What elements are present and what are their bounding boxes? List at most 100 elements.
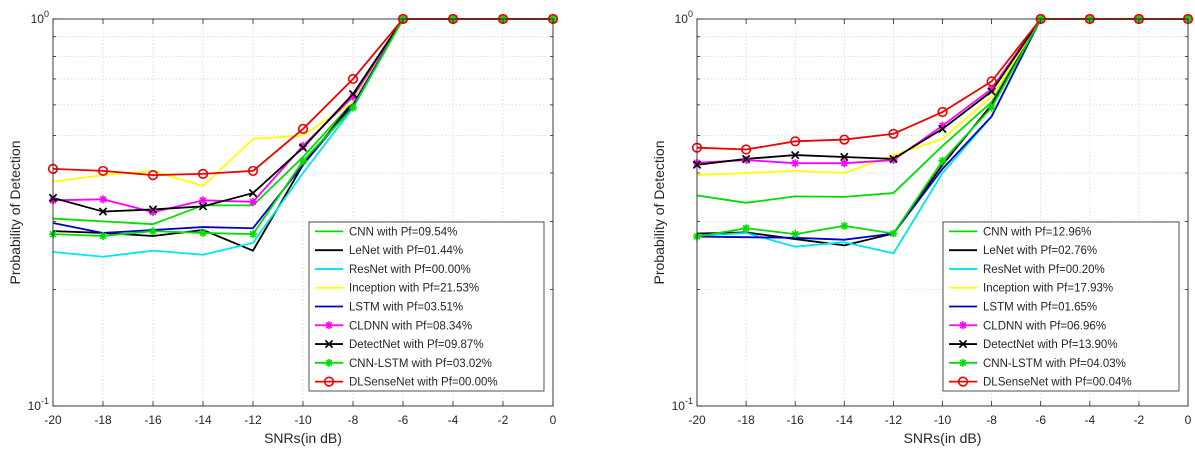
data-point-8-2 <box>790 136 801 147</box>
legend-entry-3: Inception with Pf=17.93% <box>983 283 1113 295</box>
data-point-5-6 <box>349 92 357 101</box>
legend-entry-4: LSTM with Pf=01.65% <box>983 302 1097 314</box>
data-point-8-1 <box>741 144 752 155</box>
legend-box <box>942 221 1180 392</box>
legend-entry-6: DetectNet with Pf=13.90% <box>983 339 1118 351</box>
legend-entry-2: ResNet with Pf=00.20% <box>983 264 1105 276</box>
data-point-6-1 <box>741 154 751 164</box>
data-point-6-6 <box>987 87 996 96</box>
y-axis-label: Probability of Detection <box>7 141 23 285</box>
data-point-8-4 <box>888 128 899 139</box>
data-point-7-1 <box>742 224 751 233</box>
data-point-7-5 <box>938 156 947 165</box>
x-tick-label: -8 <box>986 413 997 427</box>
legend-entry-2: ResNet with Pf=00.00% <box>349 264 471 276</box>
x-tick-label: 0 <box>550 413 557 427</box>
x-axis-label: SNRs(in dB) <box>904 430 982 446</box>
data-point-6-4 <box>889 154 898 164</box>
x-tick-label: -10 <box>934 413 952 427</box>
legend-entry-0: CNN with Pf=09.54% <box>349 226 457 238</box>
y-tick-label: 10-1 <box>672 396 693 413</box>
y-tick-label: 100 <box>675 9 693 26</box>
data-point-5-6 <box>987 84 996 93</box>
data-point-8-6 <box>986 76 997 87</box>
x-tick-label: -10 <box>294 413 312 427</box>
data-point-5-5 <box>299 141 307 150</box>
legend-marker-6 <box>958 339 968 349</box>
data-point-8-1 <box>97 165 109 177</box>
legend-marker-7 <box>959 358 967 367</box>
x-tick-label: -2 <box>1134 413 1145 427</box>
data-point-7-4 <box>249 230 257 239</box>
x-tick-label: -2 <box>498 413 509 427</box>
x-tick-label: -6 <box>398 413 409 427</box>
data-point-6-3 <box>198 202 208 211</box>
legend-entry-5: CLDNN with Pf=06.96% <box>983 320 1106 332</box>
legend-entry-1: LeNet with Pf=02.76% <box>983 245 1097 257</box>
x-tick-label: -6 <box>1035 413 1046 427</box>
legend-entry-3: Inception with Pf=21.53% <box>349 283 479 295</box>
data-point-5-3 <box>199 196 207 205</box>
data-point-5-1 <box>99 195 107 204</box>
legend-marker-5 <box>959 321 967 330</box>
legend-entry-5: CLDNN with Pf=08.34% <box>349 320 472 332</box>
legend-marker-7 <box>325 358 333 367</box>
data-point-5-2 <box>149 208 157 217</box>
legend-entry-0: CNN with Pf=12.96% <box>983 226 1091 238</box>
data-point-6-3 <box>840 152 849 162</box>
data-point-7-3 <box>199 228 207 237</box>
y-tick-label: 100 <box>31 9 49 26</box>
x-tick-label: -12 <box>885 413 903 427</box>
data-point-8-5 <box>937 106 948 118</box>
data-point-7-3 <box>840 221 849 230</box>
legend-marker-6 <box>324 339 334 349</box>
data-point-7-6 <box>987 103 996 112</box>
x-tick-label: -14 <box>194 413 212 427</box>
legend: CNN with Pf=12.96% LeNet with Pf=02.76% Re… <box>942 221 1180 392</box>
x-tick-label: -8 <box>348 413 359 427</box>
data-point-7-1 <box>99 231 107 240</box>
legend-box <box>308 221 545 392</box>
x-tick-label: -4 <box>1084 413 1095 427</box>
legend-entry-4: LSTM with Pf=03.51% <box>349 302 463 314</box>
legend: CNN with Pf=09.54% LeNet with Pf=01.44% Re… <box>308 221 545 392</box>
data-point-8-4 <box>247 165 259 177</box>
x-tick-label: -20 <box>44 413 62 427</box>
data-point-7-2 <box>791 230 800 239</box>
chart-right: -20 -18 -16 -14 -12 -10 -8 -6 -4 -2 010-1100SNRs(i… <box>651 9 1194 446</box>
data-point-5-5 <box>938 121 947 130</box>
x-axis-label: SNRs(in dB) <box>264 430 342 446</box>
legend-entry-7: CNN-LSTM with Pf=03.02% <box>349 358 492 370</box>
legend-entry-8: DLSenseNet with Pf=00.04% <box>983 377 1132 389</box>
x-tick-label: -16 <box>144 413 162 427</box>
data-point-7-4 <box>889 229 898 238</box>
data-point-5-2 <box>791 159 800 168</box>
y-axis-label: Probability of Detection <box>651 141 667 285</box>
legend-entry-1: LeNet with Pf=01.44% <box>349 245 463 257</box>
data-point-8-6 <box>347 73 359 85</box>
data-point-8-3 <box>839 134 850 145</box>
data-point-6-2 <box>790 150 800 160</box>
data-point-8-2 <box>147 170 159 181</box>
data-point-6-2 <box>148 205 158 214</box>
x-tick-label: -18 <box>737 413 755 427</box>
data-point-5-4 <box>249 197 257 206</box>
data-point-6-1 <box>98 207 108 216</box>
x-tick-label: -18 <box>94 413 112 427</box>
x-tick-label: -12 <box>244 413 262 427</box>
data-point-6-6 <box>348 89 358 99</box>
data-point-7-5 <box>299 156 307 165</box>
legend-marker-8 <box>957 376 969 387</box>
legend-marker-8 <box>323 376 335 387</box>
x-tick-label: -16 <box>787 413 805 427</box>
data-point-6-5 <box>298 143 308 152</box>
legend-entry-7: CNN-LSTM with Pf=04.03% <box>983 358 1126 370</box>
chart-left: -20 -18 -16 -14 -12 -10 -8 -6 -4 -2 010-1100SNRs(i… <box>7 9 559 446</box>
data-point-8-3 <box>197 168 209 179</box>
legend-marker-5 <box>325 321 333 330</box>
x-tick-label: -14 <box>836 413 854 427</box>
data-point-6-4 <box>248 188 258 198</box>
data-point-7-2 <box>149 227 157 236</box>
